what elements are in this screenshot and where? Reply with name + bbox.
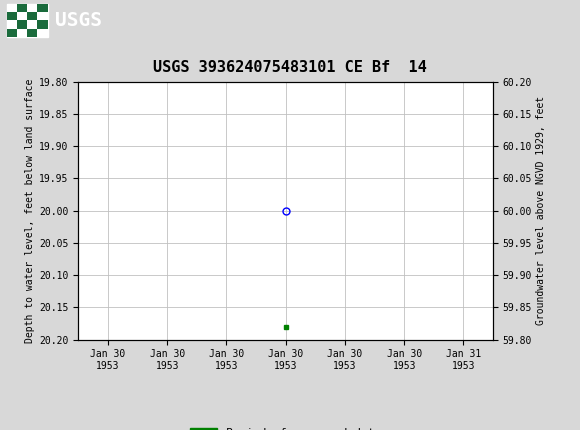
Bar [37,28,48,37]
Text: USGS: USGS [55,11,102,30]
Bar [7,12,17,20]
Bar [7,28,17,37]
Bar [7,20,17,28]
Bar [7,4,17,12]
Bar [17,28,27,37]
Y-axis label: Groundwater level above NGVD 1929, feet: Groundwater level above NGVD 1929, feet [536,96,546,325]
Bar [37,4,48,12]
Bar [27,12,37,20]
Bar [7,4,48,37]
Bar [27,28,37,37]
Legend: Period of approved data: Period of approved data [185,424,386,430]
Bar [37,20,48,28]
Bar [27,20,37,28]
Bar [27,4,37,12]
Bar [17,12,27,20]
Bar [17,20,27,28]
Y-axis label: Depth to water level, feet below land surface: Depth to water level, feet below land su… [25,79,35,343]
Text: USGS 393624075483101 CE Bf  14: USGS 393624075483101 CE Bf 14 [153,60,427,75]
Bar [17,4,27,12]
Bar [37,12,48,20]
